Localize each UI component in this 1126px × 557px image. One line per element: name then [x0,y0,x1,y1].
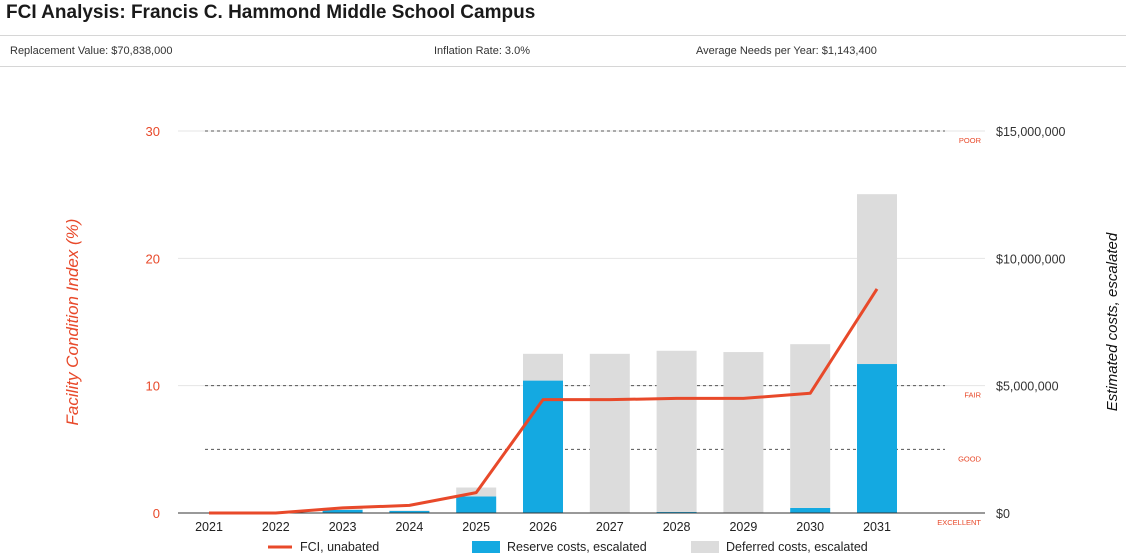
reserve-bar [656,511,697,513]
x-tick-label: 2025 [462,520,490,534]
replacement-value: Replacement Value: $70,838,000 [10,45,173,57]
zone-label-fair: FAIR [964,391,981,400]
average-needs-per-year: Average Needs per Year: $1,143,400 [696,45,877,57]
deferred-bar [523,353,563,381]
x-tick-label: 2026 [529,520,557,534]
reserve-bar [456,496,497,513]
right-tick-label: $5,000,000 [996,380,1059,394]
x-tick-label: 2024 [395,520,423,534]
deferred-bar [589,353,630,513]
page-title: FCI Analysis: Francis C. Hammond Middle … [6,2,536,23]
zone-label-poor: POOR [959,136,982,145]
deferred-bar [389,510,430,511]
reserve-bar [790,507,831,513]
x-tick-label: 2028 [663,520,691,534]
right-tick-label: $10,000,000 [996,252,1066,266]
left-tick-label: 10 [146,379,160,394]
deferred-bar [656,350,697,512]
legend-deferred-label: Deferred costs, escalated [726,540,868,554]
inflation-rate: Inflation Rate: 3.0% [434,45,531,57]
deferred-bar [857,194,897,365]
x-tick-label: 2030 [796,520,824,534]
zone-label-good: GOOD [958,454,982,463]
right-tick-label: $0 [996,507,1010,521]
reserve-bar [857,364,897,513]
zone-label-excellent: EXCELLENT [937,518,981,527]
left-axis-title: Facility Condition Index (%) [63,219,82,426]
x-tick-label: 2023 [329,520,357,534]
x-tick-label: 2027 [596,520,624,534]
legend-fci-label: FCI, unabated [300,540,379,554]
legend-deferred-swatch [691,541,719,553]
x-tick-label: 2021 [195,520,223,534]
reserve-bar [389,510,430,513]
deferred-bar [723,352,764,513]
legend-reserve-swatch [472,541,500,553]
right-axis-title: Estimated costs, escalated [1104,232,1121,411]
left-tick-label: 0 [153,506,160,521]
reserve-bar [523,380,563,513]
reserve-bar [322,509,363,513]
left-tick-label: 20 [146,251,160,266]
left-tick-label: 30 [146,124,160,139]
right-tick-label: $15,000,000 [996,125,1066,139]
fci-line [209,288,879,515]
x-tick-label: 2031 [863,520,891,534]
info-bar: Replacement Value: $70,838,000 Inflation… [0,35,1126,67]
x-tick-label: 2029 [729,520,757,534]
x-tick-label: 2022 [262,520,290,534]
legend-reserve-label: Reserve costs, escalated [507,540,647,554]
